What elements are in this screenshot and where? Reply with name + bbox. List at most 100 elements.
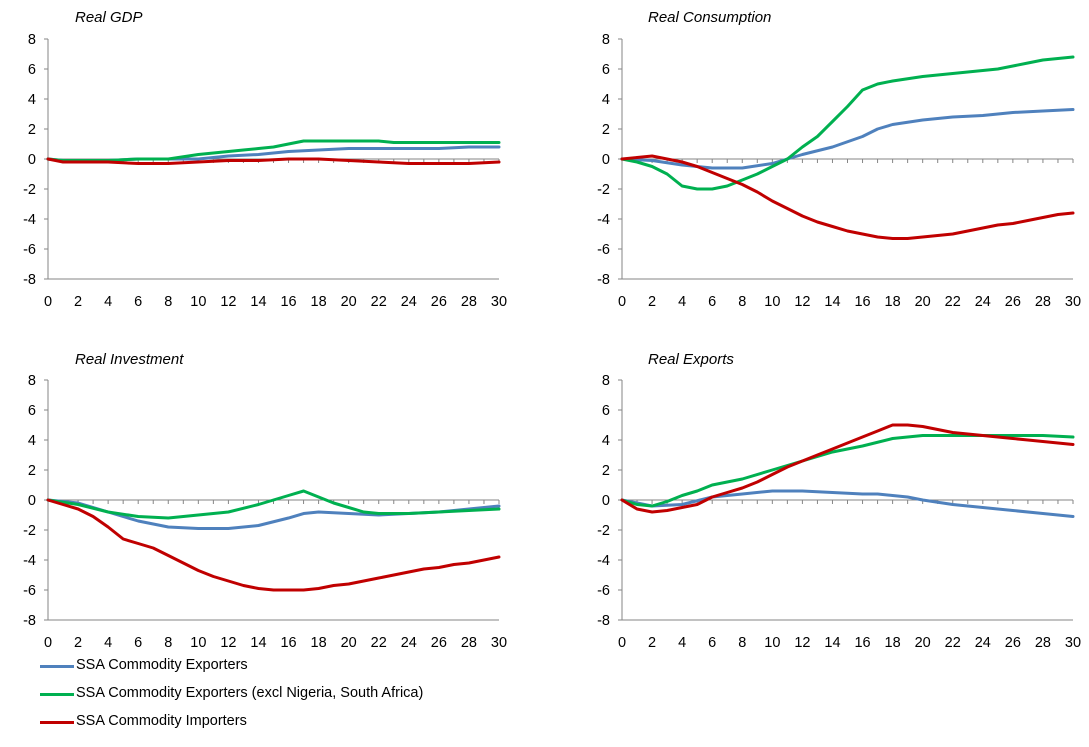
x-tick-label: 26 <box>431 294 447 310</box>
x-tick-label: 14 <box>250 294 266 310</box>
series-line-ssa-commodity-exporters-excl-nigeria-south-africa <box>620 55 1075 191</box>
x-tick-label: 18 <box>311 635 327 651</box>
legend: SSA Commodity Exporters SSA Commodity Ex… <box>40 652 540 736</box>
x-tick-label: 8 <box>164 294 172 310</box>
x-tick-label: 18 <box>885 294 901 310</box>
y-tick-label: 8 <box>28 373 36 389</box>
x-tick-label: 6 <box>134 635 142 651</box>
x-tick-label: 30 <box>1065 635 1081 651</box>
x-tick-label: 2 <box>74 635 82 651</box>
y-tick-label: 4 <box>602 92 610 108</box>
series-line-ssa-commodity-importers <box>46 157 501 165</box>
legend-swatch-exporters-excl <box>40 693 74 696</box>
y-tick-label: -8 <box>23 613 36 629</box>
legend-label-exporters: SSA Commodity Exporters <box>76 657 248 673</box>
y-tick-label: -2 <box>597 523 610 539</box>
y-tick-label: 0 <box>602 493 610 509</box>
x-tick-label: 6 <box>134 294 142 310</box>
x-tick-label: 20 <box>341 635 357 651</box>
x-tick-label: 26 <box>1005 635 1021 651</box>
chart-title: Real Exports <box>648 351 734 368</box>
x-tick-label: 4 <box>104 294 112 310</box>
legend-swatch-exporters <box>40 665 74 668</box>
x-tick-label: 0 <box>618 294 626 310</box>
y-tick-label: -4 <box>597 212 610 228</box>
x-tick-label: 8 <box>738 635 746 651</box>
x-tick-label: 30 <box>491 635 507 651</box>
x-tick-label: 12 <box>220 635 236 651</box>
legend-label-importers: SSA Commodity Importers <box>76 713 247 729</box>
x-tick-label: 22 <box>371 635 387 651</box>
series-line-ssa-commodity-importers <box>46 498 501 592</box>
y-tick-label: -6 <box>23 583 36 599</box>
y-tick-label: 6 <box>28 403 36 419</box>
y-tick-label: 6 <box>602 403 610 419</box>
y-tick-label: 4 <box>28 433 36 449</box>
x-tick-label: 28 <box>461 294 477 310</box>
x-tick-label: 0 <box>44 294 52 310</box>
x-tick-label: 16 <box>280 635 296 651</box>
x-tick-label: 8 <box>738 294 746 310</box>
x-tick-label: 14 <box>250 635 266 651</box>
y-tick-label: -2 <box>23 182 36 198</box>
series-line-ssa-commodity-exporters-excl-nigeria-south-africa <box>46 489 501 520</box>
x-tick-label: 24 <box>975 294 991 310</box>
x-tick-label: 2 <box>648 294 656 310</box>
x-tick-label: 14 <box>824 294 840 310</box>
x-tick-label: 4 <box>104 635 112 651</box>
x-tick-label: 30 <box>1065 294 1081 310</box>
series-line-ssa-commodity-exporters-excl-nigeria-south-africa <box>620 434 1075 508</box>
y-tick-label: -8 <box>597 613 610 629</box>
x-tick-label: 24 <box>401 635 417 651</box>
y-tick-label: 0 <box>28 152 36 168</box>
y-tick-label: -4 <box>23 553 36 569</box>
x-tick-label: 22 <box>945 635 961 651</box>
series-line-ssa-commodity-exporters-excl-nigeria-south-africa <box>46 139 501 162</box>
chart-title: Real Investment <box>75 351 184 368</box>
y-tick-label: -6 <box>23 242 36 258</box>
x-tick-label: 26 <box>431 635 447 651</box>
x-tick-label: 24 <box>401 294 417 310</box>
y-tick-label: 8 <box>602 373 610 389</box>
legend-item-exporters: SSA Commodity Exporters <box>40 652 540 680</box>
y-tick-label: 6 <box>602 62 610 78</box>
x-tick-label: 0 <box>618 635 626 651</box>
y-tick-label: -2 <box>597 182 610 198</box>
x-tick-label: 10 <box>190 294 206 310</box>
x-tick-label: 18 <box>311 294 327 310</box>
y-tick-label: 8 <box>602 32 610 48</box>
y-tick-label: -8 <box>597 272 610 288</box>
series-line-ssa-commodity-importers <box>620 154 1075 240</box>
y-tick-label: 2 <box>602 122 610 138</box>
y-tick-label: 2 <box>602 463 610 479</box>
x-tick-label: 16 <box>854 294 870 310</box>
x-tick-label: 24 <box>975 635 991 651</box>
y-tick-label: -4 <box>597 553 610 569</box>
x-tick-label: 10 <box>190 635 206 651</box>
y-tick-label: 0 <box>28 493 36 509</box>
series-line-ssa-commodity-importers <box>620 423 1075 514</box>
x-tick-label: 16 <box>854 635 870 651</box>
legend-swatch-importers <box>40 721 74 724</box>
x-tick-label: 30 <box>491 294 507 310</box>
y-tick-label: -6 <box>597 583 610 599</box>
legend-label-exporters-excl: SSA Commodity Exporters (excl Nigeria, S… <box>76 685 424 701</box>
y-tick-label: 4 <box>28 92 36 108</box>
x-tick-label: 22 <box>945 294 961 310</box>
x-tick-label: 28 <box>1035 294 1051 310</box>
x-tick-label: 28 <box>1035 635 1051 651</box>
x-tick-label: 0 <box>44 635 52 651</box>
y-tick-label: 2 <box>28 122 36 138</box>
x-tick-label: 4 <box>678 294 686 310</box>
x-tick-label: 12 <box>794 635 810 651</box>
y-tick-label: -2 <box>23 523 36 539</box>
x-tick-label: 12 <box>220 294 236 310</box>
x-tick-label: 6 <box>708 635 716 651</box>
legend-item-importers: SSA Commodity Importers <box>40 708 540 736</box>
y-tick-label: 0 <box>602 152 610 168</box>
x-tick-label: 16 <box>280 294 296 310</box>
y-tick-label: 2 <box>28 463 36 479</box>
